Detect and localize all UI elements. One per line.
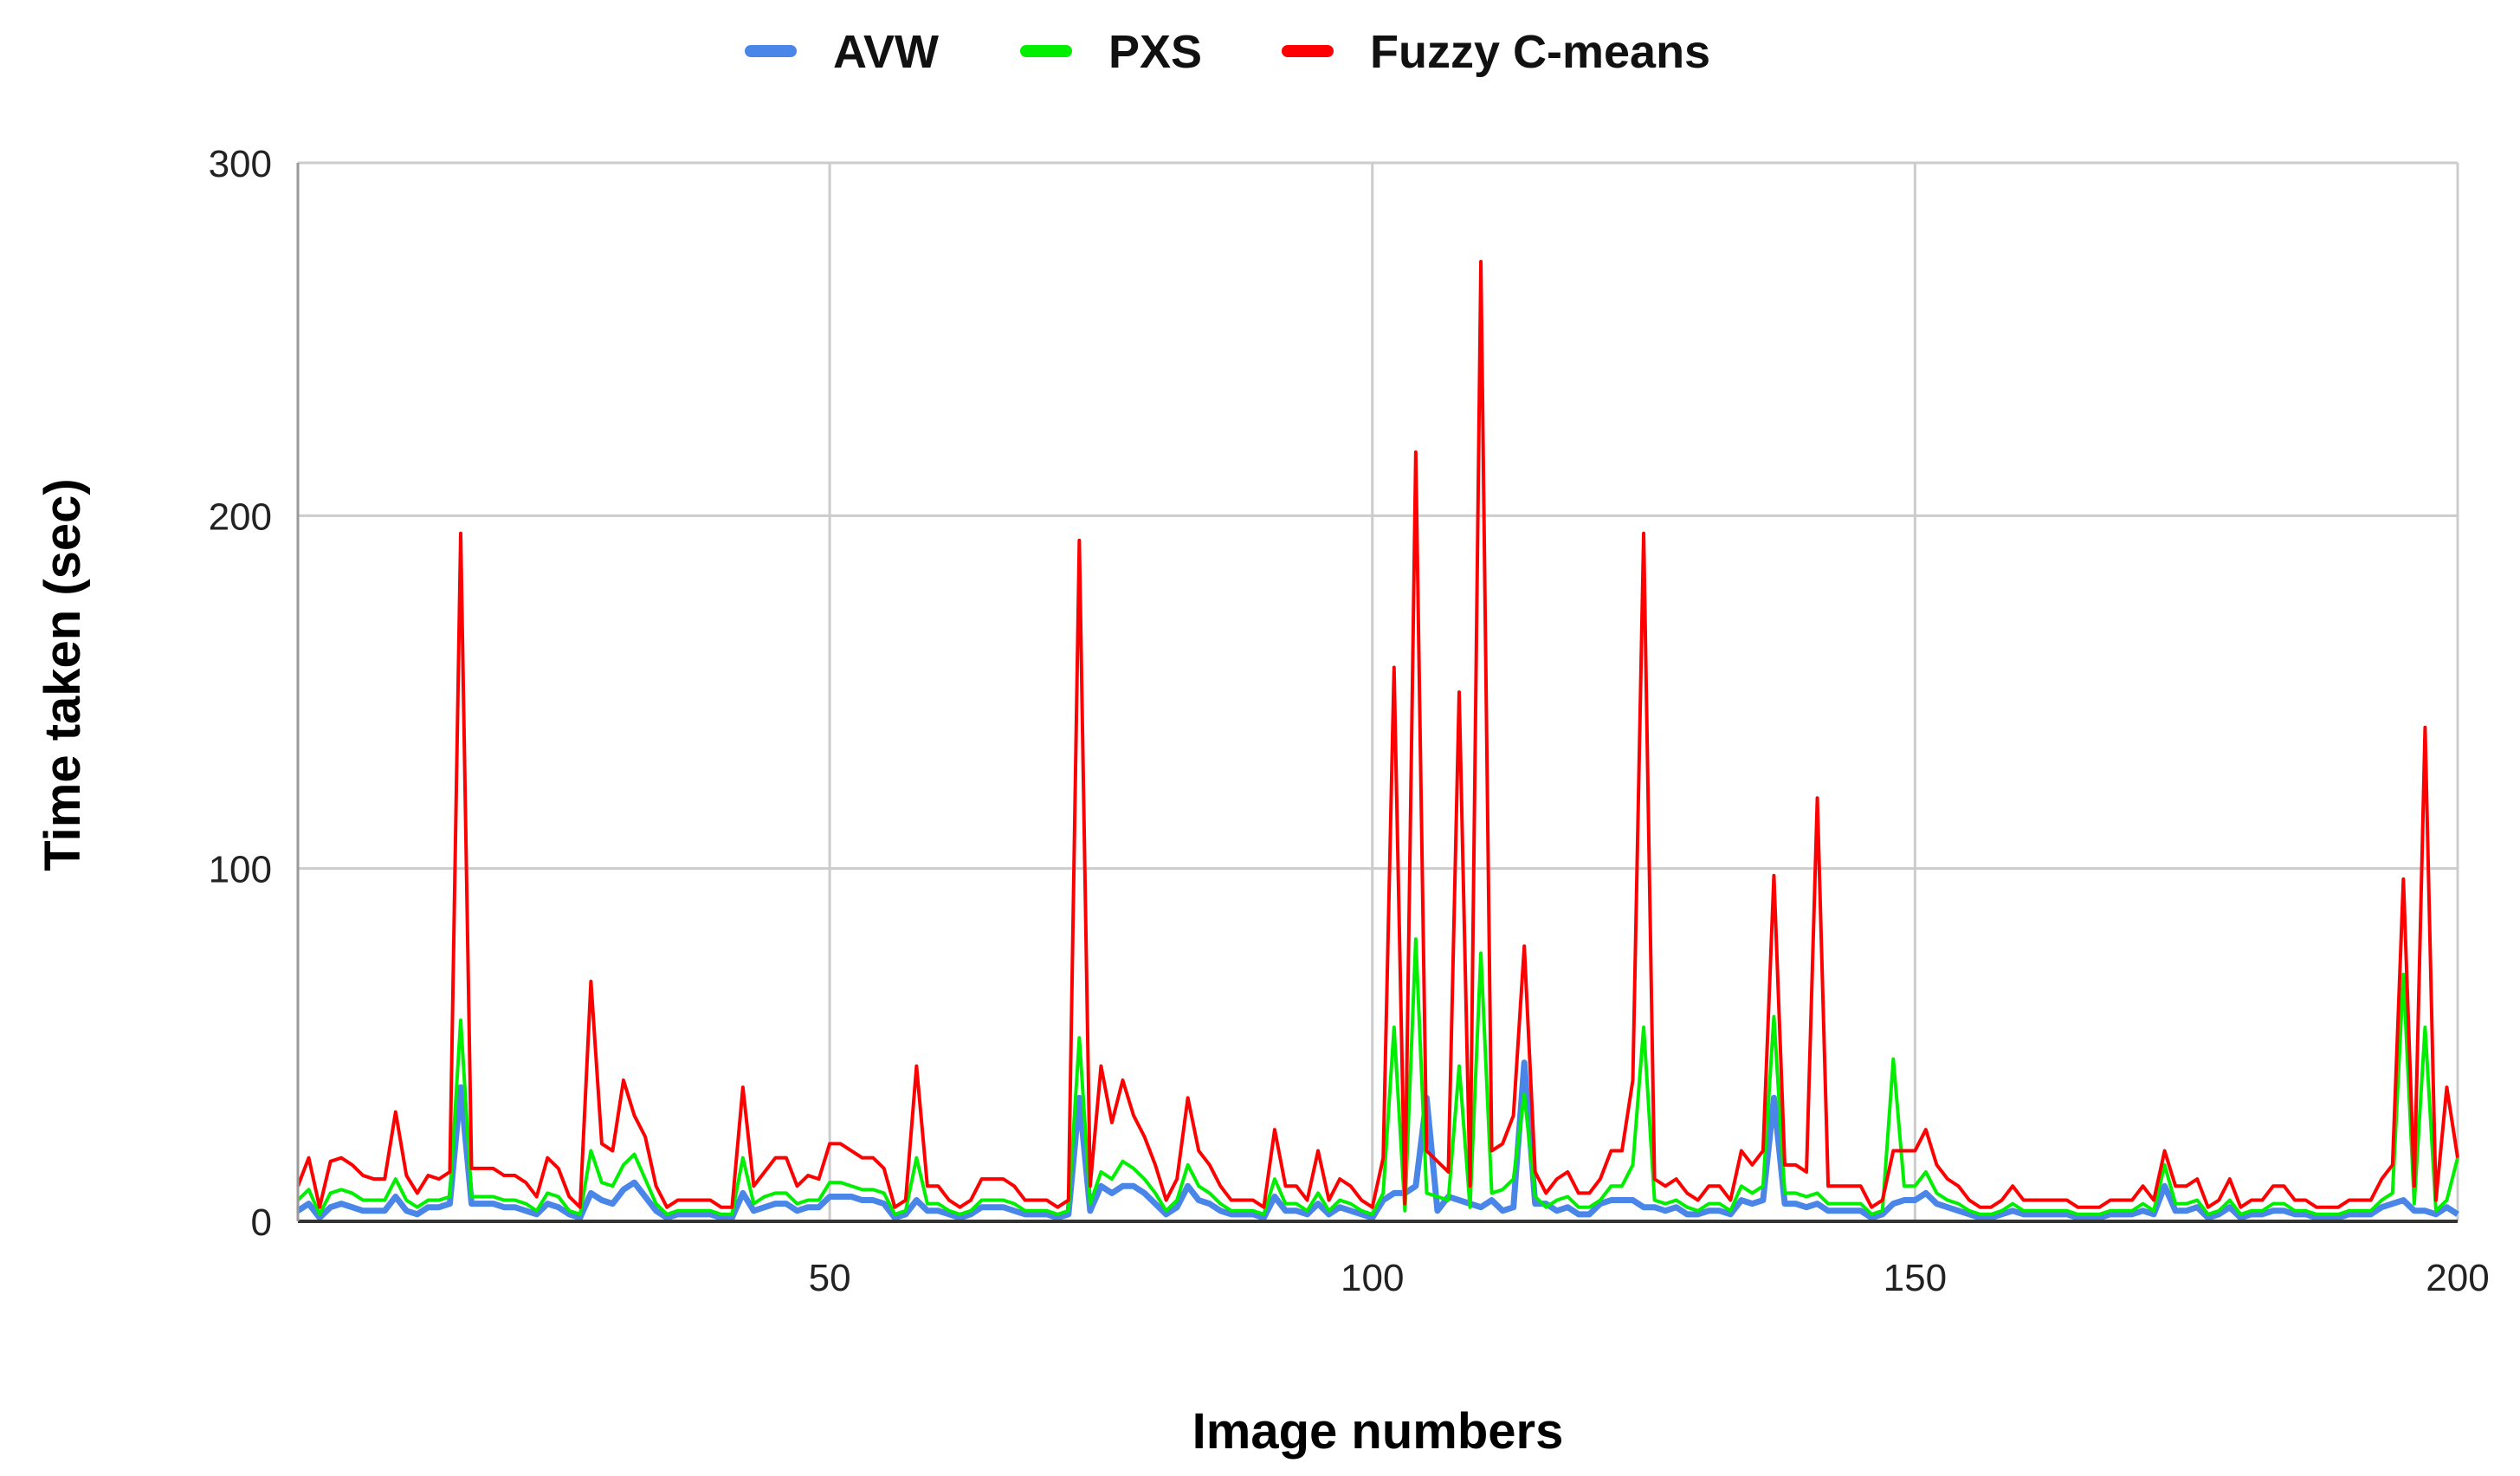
- legend-swatch: [1282, 45, 1334, 57]
- y-tick-label: 200: [209, 495, 272, 538]
- y-tick-label: 0: [251, 1201, 272, 1244]
- legend-label: AVW: [833, 26, 939, 78]
- x-tick-label: 100: [1341, 1257, 1404, 1299]
- series-line-pxs: [296, 937, 2459, 1216]
- series-lines: [296, 260, 2459, 1221]
- legend-label: Fuzzy C-means: [1370, 26, 1710, 78]
- x-axis-title: Image numbers: [1192, 1403, 1564, 1460]
- series-line-avw: [296, 1059, 2459, 1221]
- legend-item-pxs[interactable]: PXS: [1020, 26, 1202, 78]
- series-line-fuzzy-c-means: [296, 260, 2459, 1209]
- x-tick-label: 50: [809, 1257, 851, 1299]
- legend-item-fuzzy-c-means[interactable]: Fuzzy C-means: [1282, 26, 1710, 78]
- axes: [296, 163, 2458, 1223]
- tick-labels: 0 100 200 300 50 100 150 200: [209, 143, 2490, 1299]
- y-axis-title: Time taken (sec): [35, 478, 91, 871]
- legend-item-avw[interactable]: AVW: [745, 26, 939, 78]
- legend: AVW PXS Fuzzy C-means: [745, 26, 1710, 78]
- y-tick-label: 100: [209, 849, 272, 891]
- x-tick-label: 150: [1884, 1257, 1947, 1299]
- x-tick-label: 200: [2426, 1257, 2489, 1299]
- y-tick-label: 300: [209, 143, 272, 185]
- legend-label: PXS: [1108, 26, 1202, 78]
- legend-swatch: [1020, 45, 1072, 57]
- legend-swatch: [745, 45, 797, 57]
- grid: [298, 161, 2459, 1223]
